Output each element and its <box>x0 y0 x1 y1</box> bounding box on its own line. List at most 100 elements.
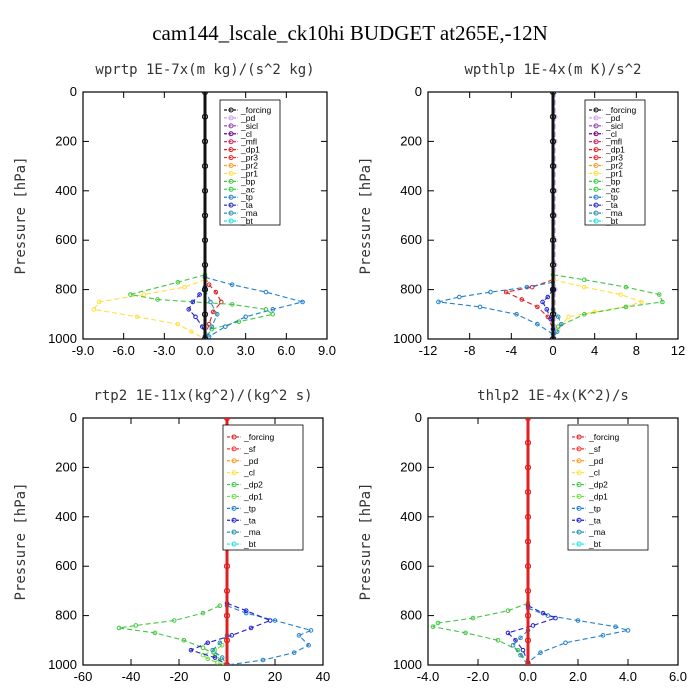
legend-swatch-marker <box>231 529 237 535</box>
data-point-forcing <box>524 587 532 595</box>
legend-swatch-marker <box>228 155 234 161</box>
x-tick-label: 4 <box>591 343 598 358</box>
legend-swatch-marker <box>593 202 599 208</box>
y-tick-label: 0 <box>70 84 77 99</box>
legend-entry: _dp1 <box>588 491 608 501</box>
legend: _forcing_pd_sicl_cl_mfl_dp1_pr3_pr2_pr1_… <box>219 99 281 226</box>
data-point-tp <box>563 640 568 646</box>
data-point-dp2 <box>181 638 187 643</box>
series-line-ma <box>211 635 228 665</box>
y-tick-label: 400 <box>400 183 422 198</box>
y-tick-label: 400 <box>400 509 422 524</box>
legend: _forcing_pd_sicl_cl_mfl_dp1_pr3_pr2_pr1_… <box>584 99 646 226</box>
legend-swatch-marker <box>576 529 582 535</box>
legend-entry: _pr1 <box>240 168 258 178</box>
data-point-dp2 <box>463 630 468 636</box>
series-line-bp <box>130 274 275 339</box>
legend-swatch-marker <box>593 178 599 184</box>
data-point-ma <box>518 652 523 658</box>
x-tick-label: 2.0 <box>569 669 587 684</box>
data-point-tp <box>272 618 278 623</box>
y-tick-label: 400 <box>55 183 77 198</box>
data-point-dp2 <box>171 618 177 623</box>
series-line-ma <box>204 289 218 337</box>
data-point-forcing <box>223 637 231 644</box>
legend-swatch-marker <box>576 517 582 523</box>
x-tick-label: 12 <box>671 343 685 358</box>
data-point-tp <box>488 289 493 295</box>
data-point-pr1 <box>566 314 571 320</box>
data-point-bp <box>660 299 665 305</box>
data-point-forcing <box>201 138 209 145</box>
series-line-dp2 <box>431 602 529 663</box>
data-point-forcing <box>223 563 231 570</box>
data-point-tp <box>243 610 249 616</box>
x-tick-label: -3.0 <box>153 343 175 358</box>
data-point-forcing <box>201 261 209 268</box>
data-point-tp <box>306 642 311 648</box>
legend-swatch-marker <box>228 202 234 208</box>
data-point-ma <box>209 324 215 329</box>
legend-swatch-marker <box>228 194 234 200</box>
legend-swatch-marker <box>228 210 234 216</box>
legend-entry: _tp <box>243 503 256 513</box>
data-point-dp2 <box>470 615 476 621</box>
data-point-ta <box>186 307 192 312</box>
x-tick-label: 0.0 <box>519 669 537 684</box>
data-point-tp <box>625 628 631 633</box>
series-line-ta <box>541 289 554 330</box>
x-tick-label: -8 <box>464 343 476 358</box>
y-axis-label: Pressure [hPa] <box>13 156 29 274</box>
data-point-forcing <box>524 563 532 570</box>
y-tick-label: 400 <box>55 509 77 524</box>
panel-title: wpthlp 1E-4x(m K)/s^2 <box>464 62 641 78</box>
data-point-forcing <box>524 489 532 496</box>
series-line-ma <box>552 309 562 339</box>
x-tick-label: -60 <box>74 669 93 684</box>
data-point-forcing <box>524 612 532 619</box>
x-tick-label: -40 <box>122 669 141 684</box>
panel-title: thlp2 1E-4x(K^2)/s <box>477 388 629 404</box>
legend-entry: _pr3 <box>240 153 258 163</box>
legend-entry: _pr2 <box>240 161 258 171</box>
data-point-forcing <box>549 138 557 145</box>
legend-swatch-marker <box>228 163 234 168</box>
data-point-dp1 <box>219 642 225 648</box>
data-point-dp1 <box>215 660 220 665</box>
legend-entry: _bt <box>243 539 256 549</box>
data-point-forcing <box>524 464 532 471</box>
data-point-pr1 <box>91 307 97 312</box>
legend-swatch-marker <box>593 163 599 168</box>
x-tick-label: 40 <box>316 669 330 684</box>
data-point-pr1 <box>592 309 597 315</box>
data-point-forcing <box>201 163 209 170</box>
data-point-tp <box>514 312 519 317</box>
data-point-forcing <box>524 538 532 545</box>
x-tick-label: -20 <box>170 669 189 684</box>
y-tick-label: 800 <box>400 282 422 297</box>
data-point-pr1 <box>618 292 624 297</box>
legend-box <box>567 424 649 551</box>
x-tick-label: 20 <box>268 669 282 684</box>
legend-swatch-marker <box>228 186 234 192</box>
data-point-dp2 <box>217 603 223 609</box>
legend-box <box>219 99 281 226</box>
data-point-tp <box>600 633 606 638</box>
data-point-forcing <box>549 163 557 170</box>
data-point-pr1 <box>141 292 147 297</box>
data-point-ta <box>520 647 526 653</box>
data-point-forcing <box>524 439 532 446</box>
legend-entry: _pr1 <box>605 168 623 178</box>
data-point-pr1 <box>639 299 644 305</box>
data-point-dp2 <box>116 625 122 631</box>
legend-entry: _cl <box>240 129 252 139</box>
legend-box <box>222 424 304 551</box>
data-point-forcing <box>549 92 557 96</box>
data-point-ta <box>545 294 551 300</box>
legend-entry: _ac <box>605 184 620 194</box>
data-point-pr1 <box>189 329 194 334</box>
data-point-dp2 <box>430 624 436 630</box>
data-point-ta <box>212 655 218 660</box>
legend-entry: _bt <box>588 539 601 549</box>
data-point-tp <box>243 314 248 320</box>
